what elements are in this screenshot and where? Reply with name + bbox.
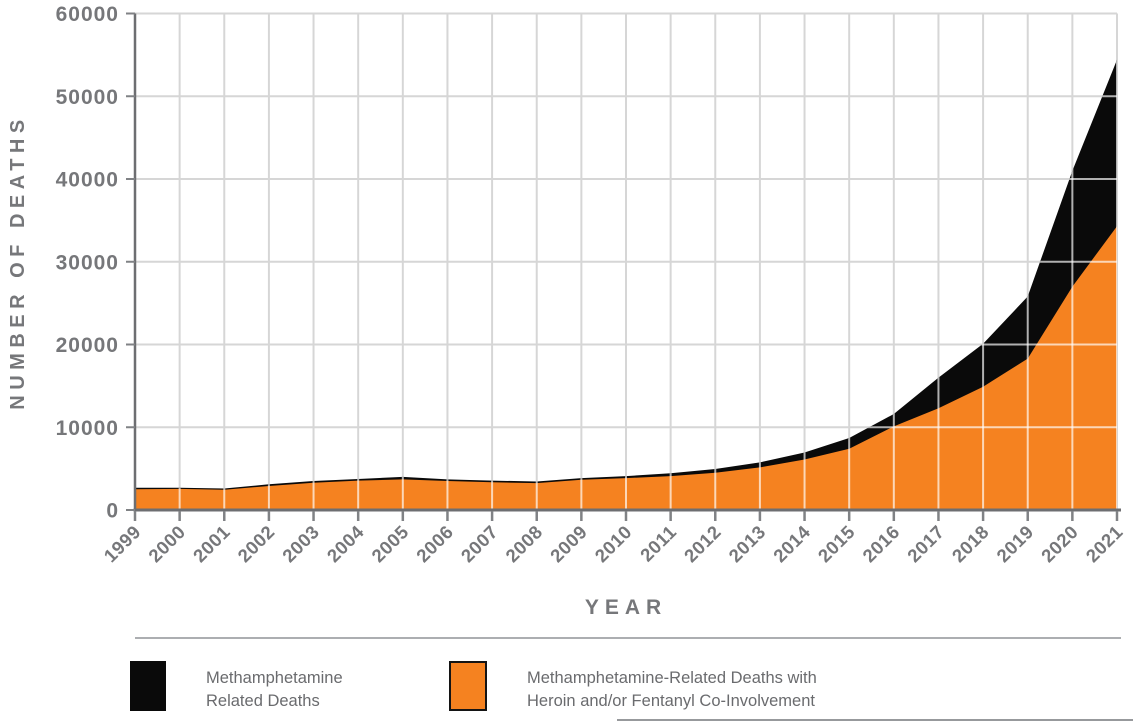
legend-label-line1: Methamphetamine-Related Deaths with — [527, 669, 817, 687]
bottom-partial-rule — [617, 719, 1133, 721]
x-tick-label: 2002 — [233, 521, 278, 566]
y-tick-label: 30000 — [56, 251, 119, 274]
x-tick-label: 2009 — [546, 521, 591, 566]
y-tick-label: 50000 — [56, 86, 119, 109]
x-tick-label: 2014 — [769, 521, 815, 567]
x-tick-label: 2017 — [903, 521, 948, 566]
x-tick-label: 2013 — [724, 521, 769, 566]
y-axis-title: NUMBER OF DEATHS — [7, 114, 29, 409]
x-tick-label: 2011 — [636, 521, 681, 566]
y-tick-label: 60000 — [56, 3, 119, 26]
axis-ticks — [126, 12, 1119, 521]
y-tick-label: 10000 — [56, 417, 119, 440]
y-tick-label: 40000 — [56, 169, 119, 192]
x-tick-label: 2019 — [992, 521, 1037, 566]
legend-item-meth-related-deaths: Methamphetamine Related Deaths — [130, 661, 343, 713]
x-tick-label: 2016 — [858, 521, 903, 566]
x-tick-label: 2003 — [278, 521, 323, 566]
x-tick-label: 2021 — [1081, 521, 1126, 566]
x-tick-label: 2018 — [948, 521, 993, 566]
x-tick-label: 2006 — [412, 521, 457, 566]
x-tick-label: 1999 — [99, 521, 144, 566]
x-tick-labels: 1999 2000 2001 2002 2003 2004 2005 2006 2007 2008… — [99, 521, 1126, 567]
x-tick-label: 2001 — [189, 521, 234, 566]
x-tick-label: 2008 — [501, 521, 546, 566]
x-tick-label: 2000 — [144, 521, 189, 566]
legend-label-line1: Methamphetamine — [206, 669, 343, 687]
x-tick-label: 2012 — [680, 521, 725, 566]
legend-swatch-orange — [449, 661, 487, 711]
y-tick-label: 20000 — [56, 334, 119, 357]
y-tick-label: 0 — [106, 500, 119, 523]
legend-swatch-black — [130, 661, 166, 711]
legend-label-line2: Related Deaths — [206, 692, 320, 710]
x-tick-label: 2004 — [323, 521, 369, 567]
x-tick-label: 2010 — [590, 521, 635, 566]
x-tick-label: 2007 — [457, 521, 502, 566]
legend-label: Methamphetamine-Related Deaths with Hero… — [527, 667, 817, 713]
legend-item-co-involvement: Methamphetamine-Related Deaths with Hero… — [449, 661, 817, 713]
x-tick-label: 2005 — [367, 521, 412, 566]
x-tick-label: 2020 — [1037, 521, 1082, 566]
x-tick-label: 2015 — [814, 521, 859, 566]
x-axis-title: YEAR — [585, 596, 667, 619]
legend-divider — [135, 637, 1121, 639]
area-heroin-fentanyl-co-involvement — [135, 226, 1117, 510]
legend-label-line2: Heroin and/or Fentanyl Co-Involvement — [527, 692, 815, 710]
legend-label: Methamphetamine Related Deaths — [206, 667, 343, 713]
y-tick-labels: 0 10000 20000 30000 40000 50000 60000 — [56, 3, 119, 523]
